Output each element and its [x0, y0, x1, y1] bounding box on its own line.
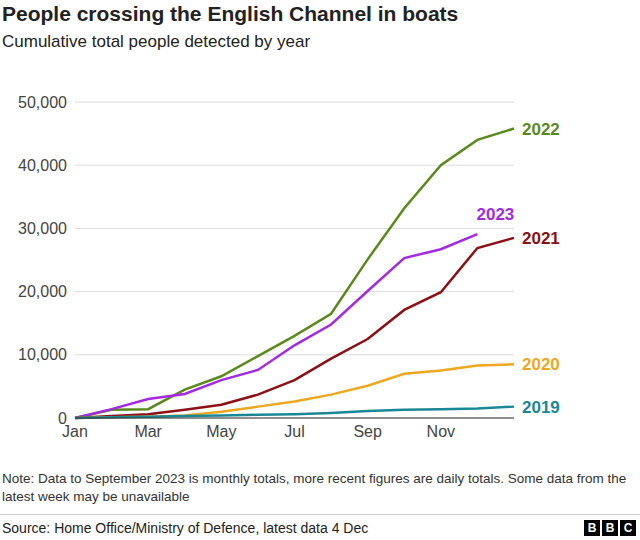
svg-text:Jan: Jan	[62, 423, 88, 441]
svg-text:20,000: 20,000	[18, 283, 67, 300]
html-text:Note: Data to September 2023 i: Note: Data to September 2023 is monthly …	[2, 471, 627, 504]
svg-text:2020: 2020	[522, 355, 560, 374]
svg-text:40,000: 40,000	[18, 157, 67, 174]
svg-text:2022: 2022	[522, 120, 560, 139]
svg-text:2021: 2021	[522, 229, 560, 248]
svg-text:50,000: 50,000	[18, 94, 67, 111]
svg-text:Mar: Mar	[134, 423, 162, 440]
svg-text:2019: 2019	[522, 398, 560, 417]
svg-text:0: 0	[58, 410, 67, 427]
svg-text:Nov: Nov	[427, 423, 455, 440]
html-text:Cumulative total people detect: Cumulative total people detected by year	[2, 32, 311, 51]
svg-text:Jul: Jul	[284, 423, 304, 440]
svg-text:Sep: Sep	[353, 423, 382, 440]
html-text:Source: Home Office/Ministry o: Source: Home Office/Ministry of Defence,…	[2, 520, 369, 536]
svg-text:30,000: 30,000	[18, 220, 67, 237]
svg-text:10,000: 10,000	[18, 346, 67, 363]
html-text:B: B	[605, 521, 615, 535]
svg-text:2023: 2023	[477, 205, 515, 224]
html-text:People crossing the English Ch: People crossing the English Channel in b…	[2, 2, 459, 25]
svg-text:May: May	[206, 423, 236, 440]
html-text:C: C	[623, 521, 633, 535]
html-text:B: B	[587, 521, 597, 535]
